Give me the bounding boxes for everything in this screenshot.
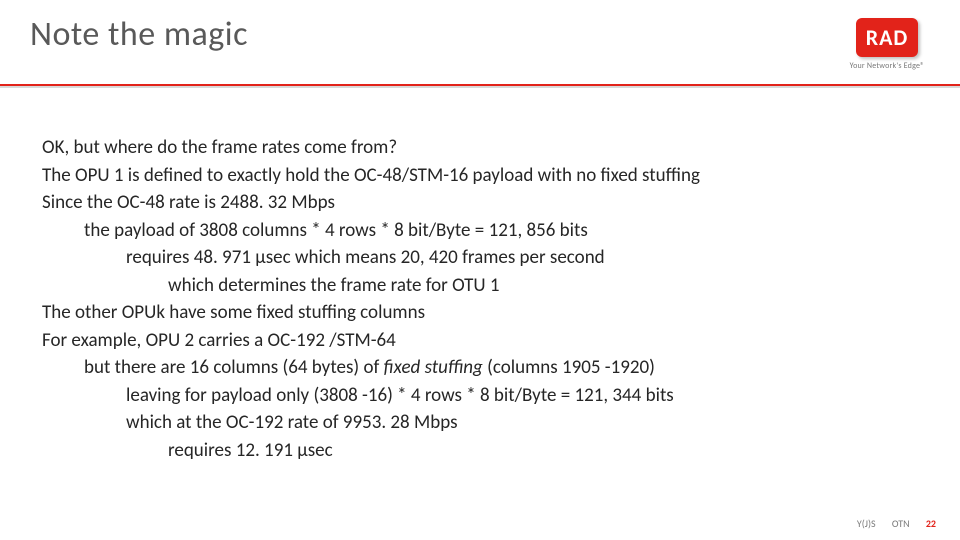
body-line: leaving for payload only (3808 -16) * 4 … xyxy=(42,382,918,410)
brand-logo: RAD Your Network's Edge® xyxy=(844,18,930,71)
body-line: which at the OC-192 rate of 9953. 28 Mbp… xyxy=(42,409,918,437)
footer-topic: OTN xyxy=(892,517,910,530)
body-line: OK, but where do the frame rates come fr… xyxy=(42,134,918,162)
body-line: requires 12. 191 μsec xyxy=(42,437,918,465)
body-line: Since the OC-48 rate is 2488. 32 Mbps xyxy=(42,189,918,217)
header-rule xyxy=(0,84,960,86)
slide-footer: Y(J)S OTN 22 xyxy=(843,517,936,530)
body-line: requires 48. 971 μsec which means 20, 42… xyxy=(42,244,918,272)
slide-header: Note the magic RAD Your Network's Edge® xyxy=(0,0,960,86)
body-line: the payload of 3808 columns * 4 rows * 8… xyxy=(42,217,918,245)
body-line: The OPU 1 is defined to exactly hold the… xyxy=(42,162,918,190)
slide-title: Note the magic xyxy=(30,14,960,55)
logo-badge: RAD xyxy=(856,18,919,57)
slide-body: OK, but where do the frame rates come fr… xyxy=(0,86,960,465)
footer-page: 22 xyxy=(926,517,936,530)
logo-tagline: Your Network's Edge® xyxy=(844,61,930,71)
footer-author: Y(J)S xyxy=(857,517,876,530)
body-line: For example, OPU 2 carries a OC-192 /STM… xyxy=(42,327,918,355)
body-line: which determines the frame rate for OTU … xyxy=(42,272,918,300)
body-line: The other OPUk have some fixed stuffing … xyxy=(42,299,918,327)
body-line: but there are 16 columns (64 bytes) of f… xyxy=(42,354,918,382)
